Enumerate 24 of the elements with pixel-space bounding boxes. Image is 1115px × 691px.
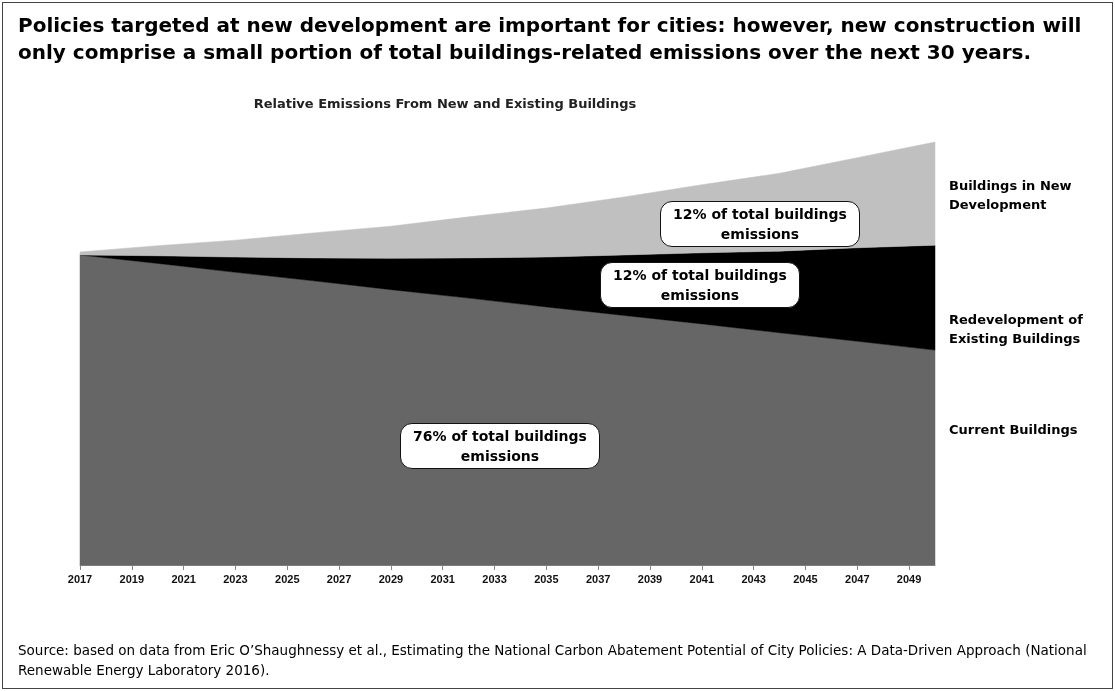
x-tick-label: 2049 (896, 572, 922, 585)
x-tick-label: 2031 (430, 572, 455, 585)
x-tick-label: 2017 (67, 572, 93, 585)
x-tick-label: 2035 (534, 572, 559, 585)
x-tick-label: 2039 (637, 572, 663, 585)
chart-title: Policies targeted at new development are important for cities: however, new construction will only comprise a small portion of total buildings-related emissions over the next 30 years. (18, 12, 1083, 66)
x-tick-label: 2045 (793, 572, 818, 585)
x-tick-label: 2037 (585, 572, 611, 585)
chart-subtitle: Relative Emissions From New and Existing Buildings (253, 96, 637, 111)
series-label: Redevelopment of Existing Buildings (949, 310, 1084, 348)
x-tick-label: 2041 (689, 572, 715, 585)
x-tick-label: 2025 (275, 572, 300, 585)
x-tick-label: 2021 (171, 572, 196, 585)
x-tick-label: 2027 (326, 572, 352, 585)
x-tick-label: 2033 (482, 572, 507, 585)
series-label: Current Buildings (949, 420, 1079, 439)
x-tick-label: 2047 (845, 572, 870, 585)
x-tick-label: 2019 (119, 572, 145, 585)
series-label: Buildings in New Development (949, 176, 1073, 214)
x-tick-label: 2023 (223, 572, 248, 585)
source-note: Source: based on data from Eric O’Shaughnessy et al., Estimating the National Carbon Abatement Potential of City Policies: A Data-Driven Approach (National Renewable Energy Laboratory 2016). (18, 641, 1088, 680)
x-tick-label: 2043 (741, 572, 766, 585)
annotation: 12% of total buildings emissions (660, 201, 860, 247)
x-tick-label: 2029 (378, 572, 404, 585)
